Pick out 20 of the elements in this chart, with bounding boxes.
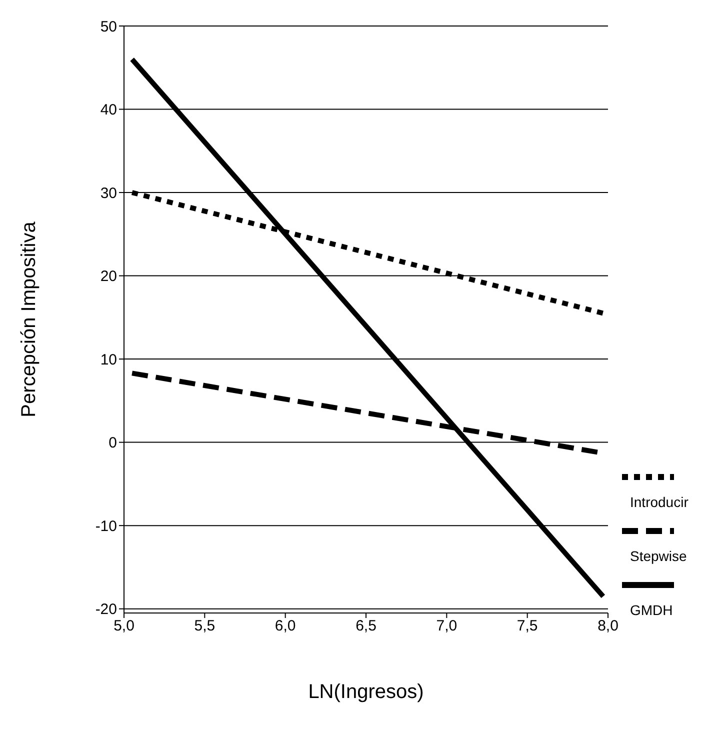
x-tick-label: 7,5 [516,618,538,635]
text: Stepwise [630,548,688,564]
y-axis-title: Percepción Impositiva [18,220,40,418]
y-tick-label: 20 [100,268,117,286]
y-tick-label: 50 [100,18,117,36]
y-tick-label: -10 [95,518,117,535]
text: Introducir [630,494,690,510]
y-tick-label: -20 [95,601,117,618]
y-tick-label: 40 [100,102,117,119]
legend-label: GMDH [630,602,674,618]
x-tick-label: 6,0 [274,618,296,635]
y-tick-label: 30 [100,184,117,202]
y-tick-label: 10 [100,351,117,368]
x-tick-label: 6,5 [356,618,376,635]
x-tick-label: 5,5 [194,618,216,635]
x-tick-label: 8,0 [598,618,618,635]
y-tick-label: 0 [108,434,117,452]
x-axis-title: LN(Ingresos) [308,681,424,703]
x-tick-label: 5,0 [114,618,134,635]
x-tick-label: 7,0 [436,618,458,635]
